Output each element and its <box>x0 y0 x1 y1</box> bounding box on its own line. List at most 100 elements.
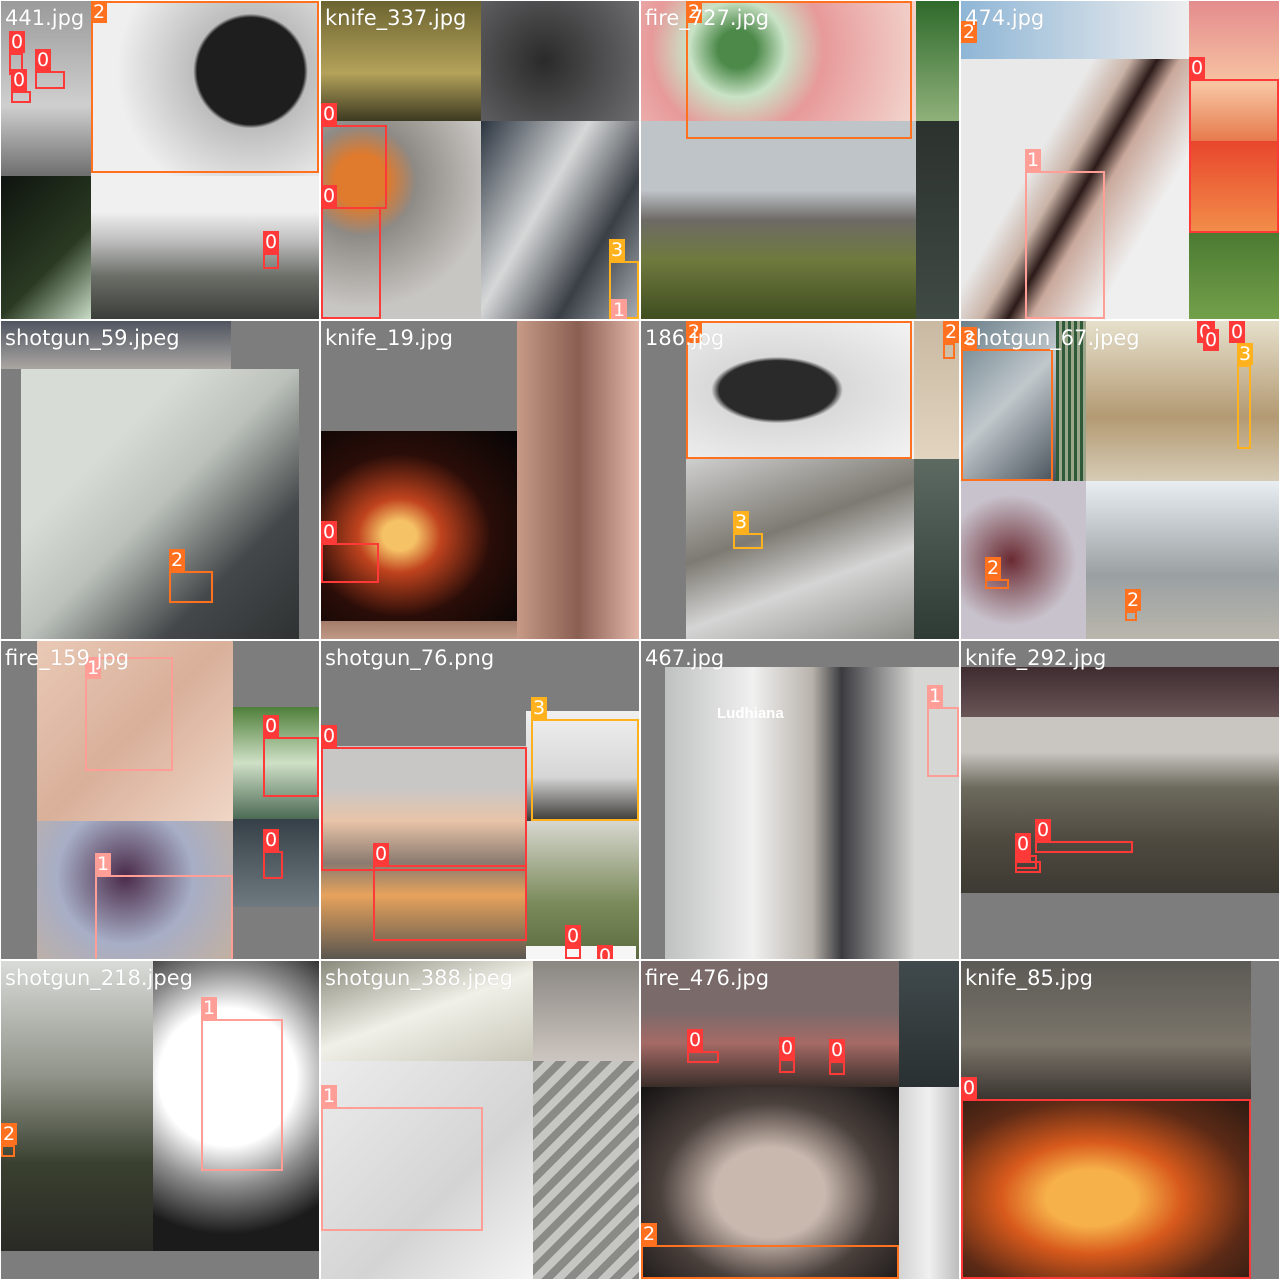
bounding-box: 1 <box>85 657 173 771</box>
image-patch <box>641 961 899 1087</box>
image-patch <box>533 961 639 1061</box>
image-patch <box>91 1 319 176</box>
mosaic-tile: 000knife_292.jpg <box>961 641 1279 959</box>
tile-filename-label: shotgun_76.png <box>325 646 495 670</box>
bounding-box: 0 <box>35 49 65 89</box>
image-patch <box>916 1 959 121</box>
bounding-box: 2 <box>961 21 978 43</box>
bbox-class-label: 3 <box>609 239 626 261</box>
image-patch <box>641 1087 899 1279</box>
bounding-box: 2 <box>985 557 1009 589</box>
image-patch <box>481 121 639 319</box>
image-patch <box>1 321 231 369</box>
bbox-class-label: 0 <box>9 31 26 53</box>
mosaic-tile: 1 shotgun_388.jpeg <box>321 961 639 1279</box>
bbox-class-label: 0 <box>1189 57 1206 79</box>
image-patch <box>961 1 1189 59</box>
image-patch <box>686 459 914 639</box>
bounding-box: 0 <box>263 715 319 797</box>
bounding-box: 2 <box>943 321 959 359</box>
image-patch <box>321 746 526 959</box>
bounding-box: 0 <box>321 521 379 583</box>
bounding-box: 0 <box>829 1039 846 1075</box>
image-patch <box>1056 321 1086 481</box>
image-patch <box>961 481 1086 639</box>
bounding-box: 0 <box>1203 329 1220 351</box>
image-patch <box>481 1 639 121</box>
mosaic-tile: Ludhiana 1 467.jpg <box>641 641 959 959</box>
image-patch <box>91 176 319 319</box>
bounding-box: 1 <box>95 853 233 959</box>
image-patch <box>665 667 959 959</box>
bounding-box: 0 <box>1229 321 1246 343</box>
image-patch <box>686 321 914 459</box>
image-patch <box>526 821 639 959</box>
image-patch <box>321 1 481 121</box>
bbox-class-label: 0 <box>1035 819 1052 841</box>
bounding-box: 0 <box>321 725 527 871</box>
bbox-class-label: 2 <box>91 1 108 23</box>
bbox-class-label: 0 <box>35 49 52 71</box>
bounding-box: 2 <box>961 327 1053 481</box>
bounding-box: 2 <box>686 321 912 459</box>
bbox-class-label: 0 <box>321 103 338 125</box>
bbox-class-label: 1 <box>85 657 102 679</box>
bounding-box: 2 <box>169 549 213 603</box>
bounding-box: 2 <box>91 1 319 173</box>
bounding-box: 1 <box>927 685 959 777</box>
mosaic-tile: 0 0 3 1 knife_337.jpg <box>321 1 639 319</box>
bounding-box: 0 <box>961 1077 1251 1279</box>
image-patch <box>321 621 517 639</box>
bounding-box: 0 <box>263 829 283 879</box>
image-patch <box>533 1061 639 1279</box>
bounding-box: 0 <box>1189 57 1279 233</box>
bbox-class-label: 2 <box>1125 589 1142 611</box>
image-patch <box>526 946 636 959</box>
bbox-class-label: 1 <box>611 299 628 319</box>
image-patch <box>526 711 639 821</box>
image-patch <box>961 667 1279 717</box>
image-patch <box>321 121 481 319</box>
bbox-class-label: 0 <box>321 185 338 207</box>
bounding-box: 0 <box>565 925 582 959</box>
bbox-class-label: 0 <box>11 69 28 91</box>
bbox-class-label: 2 <box>686 1 703 23</box>
bounding-box: 0 <box>1035 819 1133 853</box>
bounding-box: 2 <box>686 1 912 139</box>
image-patch <box>916 121 959 319</box>
bounding-box: 0 <box>1015 833 1037 869</box>
bounding-box: 0 <box>373 843 527 941</box>
image-patch <box>321 1061 533 1279</box>
image-patch <box>21 369 299 639</box>
bbox-class-label: 3 <box>531 697 548 719</box>
image-patch <box>153 961 319 1251</box>
mosaic-tile: 2 3 2 186.jpg <box>641 321 959 639</box>
mosaic-tile: 0 knife_19.jpg <box>321 321 639 639</box>
bbox-class-label: 0 <box>263 829 280 851</box>
bbox-class-label: 2 <box>641 1223 658 1245</box>
bbox-class-label: 1 <box>201 997 218 1019</box>
bbox-class-label: 0 <box>373 843 390 865</box>
bbox-class-label: 0 <box>321 725 338 747</box>
bbox-class-label: 0 <box>1203 329 1220 351</box>
mosaic-tile: 2 fire_727.jpg <box>641 1 959 319</box>
bbox-class-label: 0 <box>321 521 338 543</box>
mosaic-tile: 2 shotgun_59.jpeg <box>1 321 319 639</box>
bbox-class-label: 2 <box>985 557 1002 579</box>
bounding-box: 2 <box>641 1223 899 1279</box>
bounding-box: 1 <box>201 997 283 1171</box>
bbox-class-label: 2 <box>961 21 978 43</box>
mosaic-tile: 1 0 1 0 fire_159.jpg <box>1 641 319 959</box>
bounding-box: 2 <box>1 1123 18 1157</box>
image-patch <box>321 431 517 621</box>
image-patch <box>321 961 533 1061</box>
bbox-class-label: 0 <box>687 1029 704 1051</box>
bounding-box: 3 <box>531 697 639 821</box>
bbox-class-label: 0 <box>597 945 614 959</box>
bbox-class-label: 0 <box>779 1037 796 1059</box>
bbox-class-label: 3 <box>733 511 750 533</box>
bbox-class-label: 2 <box>1 1123 18 1145</box>
image-patch <box>899 961 959 1087</box>
bbox-class-label: 0 <box>1229 321 1246 343</box>
